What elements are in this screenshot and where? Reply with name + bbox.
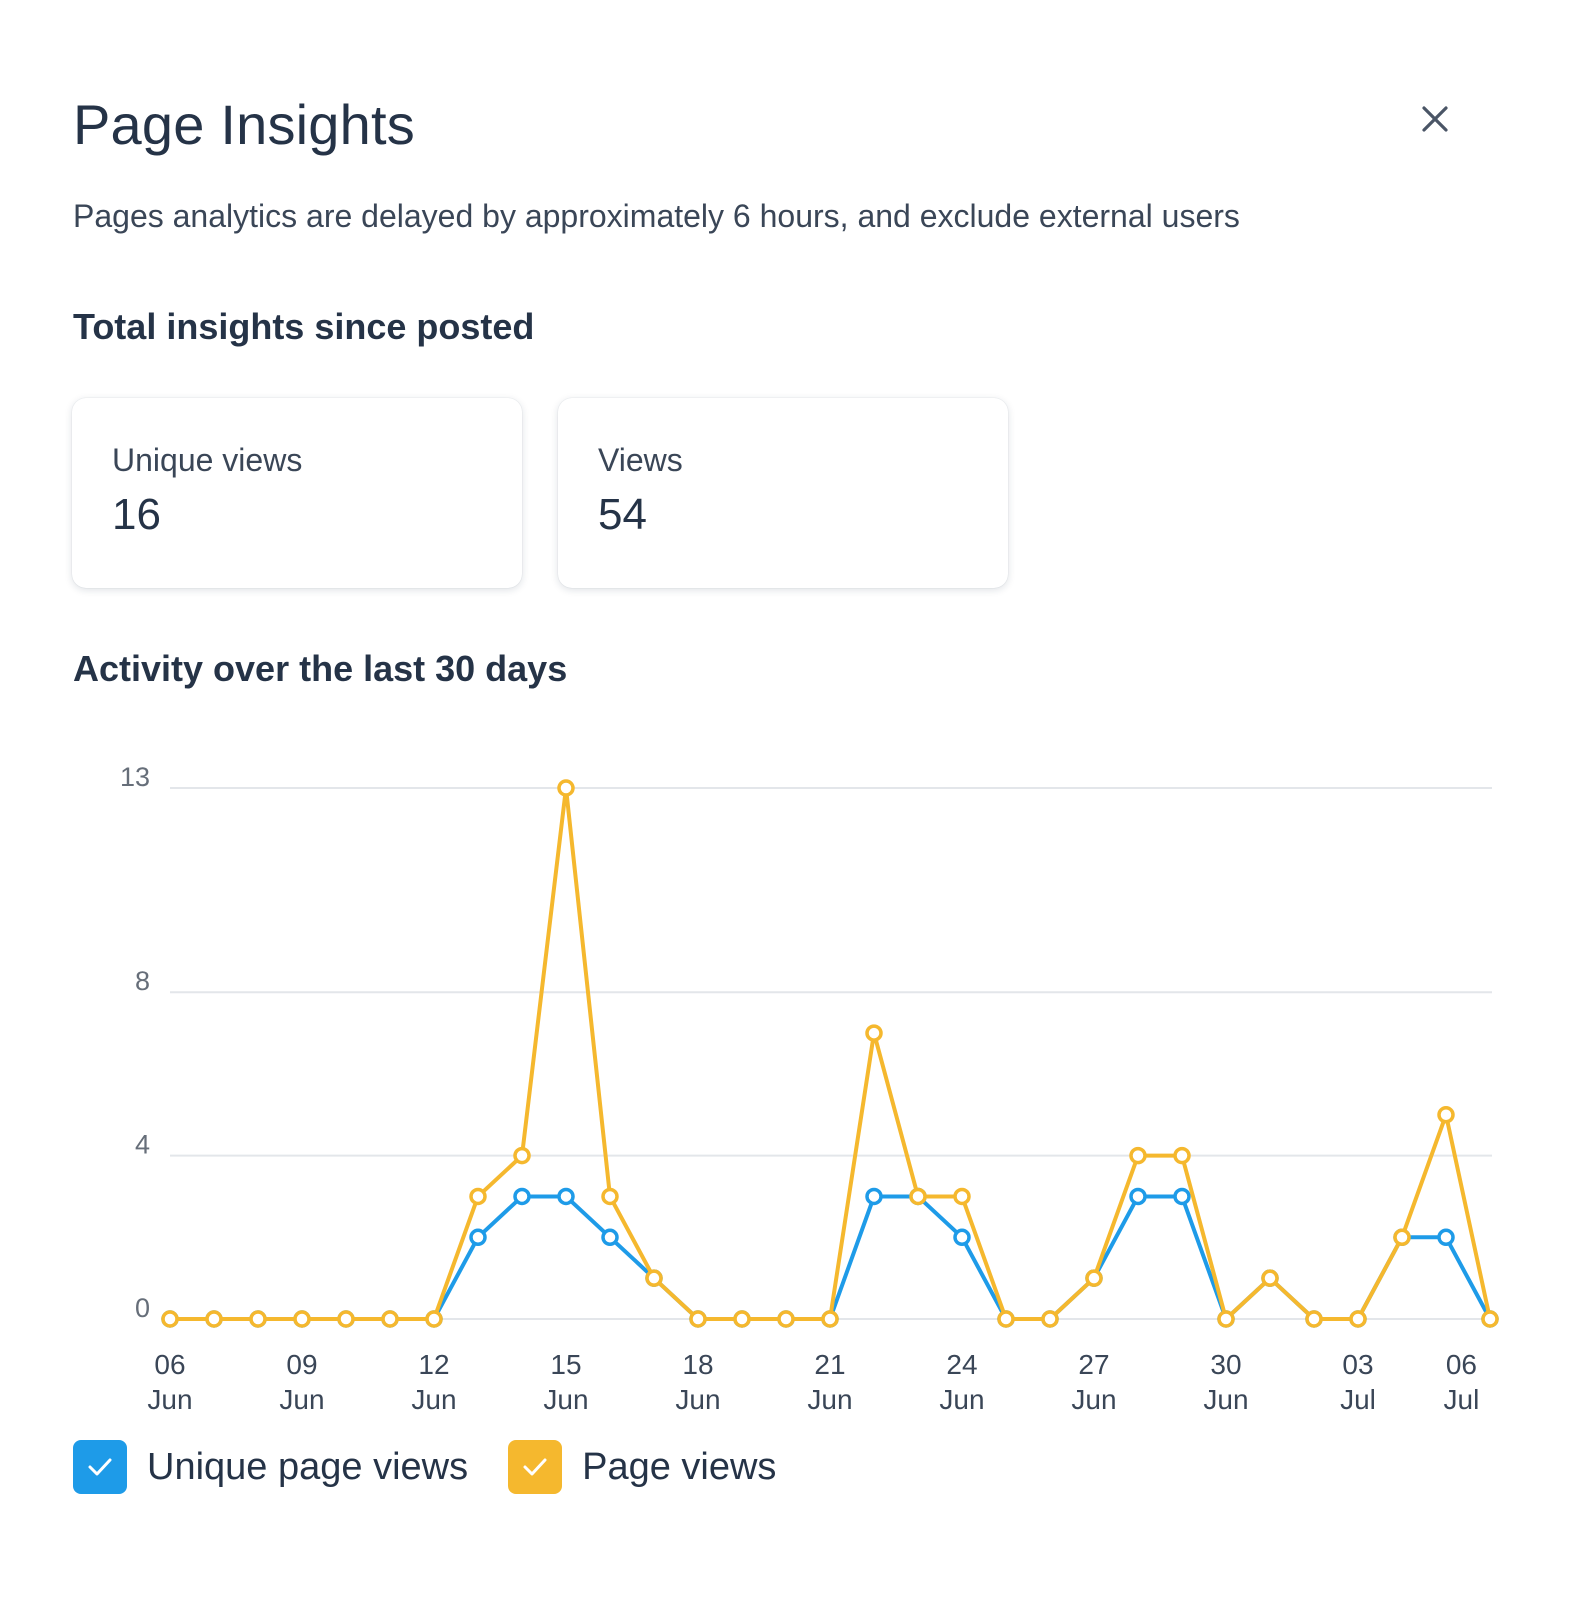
unique-page-views-point — [1173, 1187, 1191, 1206]
page-views-checkbox[interactable] — [508, 1440, 563, 1494]
page-views-point — [1217, 1310, 1235, 1328]
page-views-point — [1305, 1310, 1323, 1328]
y-tick-label: 4 — [135, 1130, 150, 1160]
x-tick-label: 09 — [286, 1349, 317, 1380]
page-views-point — [1393, 1228, 1411, 1247]
views-card: Views 54 — [558, 398, 1008, 588]
activity-heading: Activity over the last 30 days — [73, 648, 568, 689]
page-views-point — [953, 1187, 971, 1206]
x-tick-label: Jun — [279, 1384, 324, 1415]
unique-page-views-checkbox[interactable] — [73, 1440, 127, 1494]
page-views-point — [865, 1024, 883, 1042]
unique-views-card: Unique views 16 — [72, 398, 522, 588]
x-tick-label: Jun — [1203, 1384, 1248, 1415]
page-views-point — [1349, 1310, 1367, 1328]
page-views-point — [1085, 1269, 1103, 1287]
unique-page-views-point — [601, 1228, 619, 1247]
x-tick-label: 18 — [682, 1349, 713, 1380]
close-button[interactable] — [1420, 104, 1460, 144]
page-views-point — [1129, 1146, 1147, 1165]
card-label: Views — [598, 442, 683, 478]
x-tick-label: Jul — [1444, 1384, 1480, 1415]
page-views-point — [733, 1310, 751, 1328]
page-title: Page Insights — [73, 93, 415, 156]
page-views-point — [1437, 1106, 1455, 1124]
page-views-point — [337, 1310, 355, 1328]
y-tick-label: 0 — [135, 1293, 150, 1323]
unique-page-views-point — [513, 1187, 531, 1206]
x-tick-label: 30 — [1210, 1349, 1241, 1380]
page-views-point — [469, 1187, 487, 1206]
page-views-point — [513, 1146, 531, 1165]
y-tick-label: 8 — [135, 966, 150, 996]
legend-label: Unique page views — [147, 1445, 469, 1488]
unique-page-views-point — [1129, 1187, 1147, 1206]
x-tick-label: 06 — [154, 1349, 185, 1380]
unique-page-views-point — [865, 1187, 883, 1206]
unique-page-views-point — [469, 1228, 487, 1247]
x-tick-label: 24 — [946, 1349, 977, 1380]
page-views-point — [161, 1310, 179, 1328]
page-views-point — [909, 1187, 927, 1206]
legend-label: Page views — [582, 1445, 777, 1488]
x-tick-label: Jun — [411, 1384, 456, 1415]
unique-page-views-point — [557, 1187, 575, 1206]
card-value: 54 — [598, 490, 647, 539]
chart-legend: Unique page views Page views — [73, 1440, 776, 1494]
page-views-point — [557, 779, 575, 797]
page-views-point — [997, 1310, 1015, 1328]
page-views-line — [170, 786, 1492, 1321]
x-tick-label: Jun — [543, 1384, 588, 1415]
card-label: Unique views — [112, 442, 303, 478]
x-tick-label: 27 — [1078, 1349, 1109, 1380]
totals-heading: Total insights since posted — [73, 306, 535, 347]
x-tick-label: 12 — [418, 1349, 449, 1380]
page-views-point — [293, 1310, 311, 1328]
page-views-point — [425, 1310, 443, 1328]
page-views-point — [1261, 1269, 1279, 1287]
x-tick-label: 03 — [1342, 1349, 1373, 1380]
unique-page-views-point — [1437, 1228, 1455, 1247]
x-tick-label: Jul — [1340, 1384, 1376, 1415]
page-views-point — [689, 1310, 707, 1328]
page-views-point — [249, 1310, 267, 1328]
x-tick-label: 06 — [1446, 1349, 1477, 1380]
activity-chart: 0 4 8 13 06 Jun 09 Jun 12 Jun 15 Jun 18 Jun 21 Jun 24 Jun… — [120, 762, 1499, 1415]
x-tick-label: Jun — [675, 1384, 720, 1415]
y-tick-label: 13 — [120, 762, 150, 792]
x-tick-label: Jun — [147, 1384, 192, 1415]
page-views-point — [645, 1269, 663, 1287]
check-icon — [88, 1458, 112, 1476]
subtitle: Pages analytics are delayed by approxima… — [73, 198, 1240, 234]
x-tick-label: Jun — [807, 1384, 852, 1415]
page-views-point — [1481, 1310, 1499, 1328]
page-views-point — [1173, 1146, 1191, 1165]
page-views-point — [205, 1310, 223, 1328]
page-views-point — [1041, 1310, 1059, 1328]
x-tick-label: 15 — [550, 1349, 581, 1380]
x-tick-label: Jun — [939, 1384, 984, 1415]
legend-page-views[interactable]: Page views — [508, 1440, 776, 1494]
card-value: 16 — [112, 490, 161, 539]
unique-page-views-point — [953, 1228, 971, 1247]
page-views-point — [821, 1310, 839, 1328]
x-tick-label: 21 — [814, 1349, 845, 1380]
x-tick-label: Jun — [1071, 1384, 1116, 1415]
check-icon — [523, 1458, 547, 1476]
close-icon — [1422, 106, 1448, 132]
page-views-point — [381, 1310, 399, 1328]
page-views-point — [601, 1187, 619, 1206]
legend-unique-page-views[interactable]: Unique page views — [73, 1440, 468, 1494]
page-views-point — [777, 1310, 795, 1328]
